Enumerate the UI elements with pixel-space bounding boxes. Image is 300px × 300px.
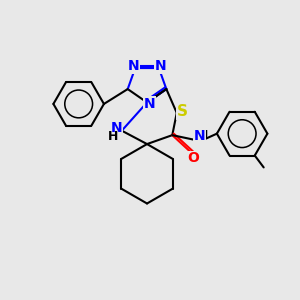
Text: H: H (198, 129, 208, 142)
Text: N: N (111, 121, 122, 135)
Text: S: S (177, 104, 188, 119)
Text: N: N (144, 97, 155, 111)
Text: N: N (128, 59, 140, 73)
Text: O: O (187, 151, 199, 165)
Text: N: N (194, 129, 206, 143)
Text: N: N (154, 59, 166, 73)
Text: H: H (108, 130, 118, 142)
